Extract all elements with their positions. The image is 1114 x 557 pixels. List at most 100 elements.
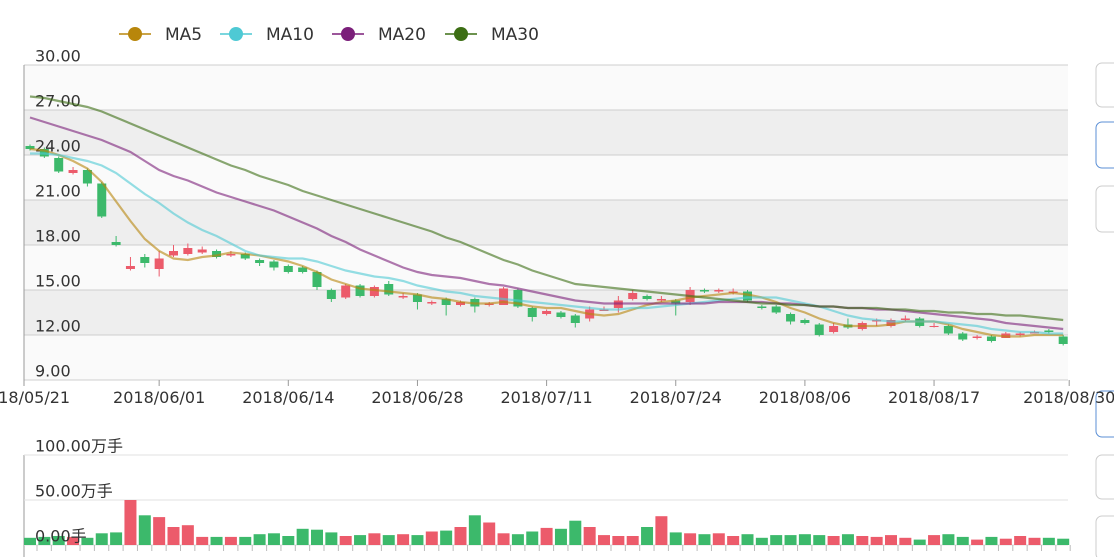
candle-body <box>642 296 652 299</box>
candle-body <box>656 299 666 301</box>
candle-body <box>82 170 92 184</box>
volume-bar <box>196 536 209 545</box>
volume-bar <box>999 538 1012 545</box>
candle-body <box>570 315 580 323</box>
legend-marker <box>229 27 243 41</box>
candle-body <box>212 251 222 257</box>
control-box[interactable] <box>1095 62 1114 108</box>
control-box[interactable] <box>1095 454 1114 500</box>
candle-body <box>671 300 681 304</box>
candle-body <box>814 324 824 335</box>
y-tick-label: 100.00万手 <box>35 437 123 456</box>
legend-item[interactable]: MA10 <box>220 25 314 45</box>
control-box[interactable] <box>1095 515 1114 557</box>
volume-bar <box>770 535 783 545</box>
candle-body <box>499 288 509 305</box>
volume-bar <box>511 534 524 545</box>
control-box[interactable] <box>1095 121 1114 169</box>
volume-bar <box>81 537 94 545</box>
volume-bar <box>655 516 668 545</box>
candle-body <box>384 284 394 295</box>
legend-item[interactable]: MA30 <box>445 25 539 45</box>
volume-bar <box>526 531 539 545</box>
volume-bar <box>497 533 510 545</box>
candle-body <box>986 336 996 341</box>
candle-body <box>786 314 796 322</box>
y-tick-label: 21.00 <box>35 182 81 201</box>
grid-band <box>24 245 1068 290</box>
candle-body <box>1044 330 1054 332</box>
candle-body <box>427 302 437 304</box>
candle-body <box>771 306 781 313</box>
volume-bar <box>641 527 654 545</box>
volume-bar <box>669 532 682 545</box>
candle-body <box>154 258 164 269</box>
y-tick-label: 9.00 <box>35 362 71 381</box>
y-tick-label: 50.00万手 <box>35 482 113 501</box>
candle-body <box>556 312 566 317</box>
legend-item[interactable]: MA20 <box>332 25 426 45</box>
volume-bar <box>813 535 826 545</box>
x-tick-label: 2018/05/21 <box>0 388 70 407</box>
candle-body <box>929 326 939 327</box>
x-tick-label: 2018/08/06 <box>759 388 851 407</box>
volume-bar <box>554 528 567 545</box>
candle-body <box>972 336 982 338</box>
control-box[interactable] <box>1095 185 1114 233</box>
volume-bar <box>368 533 381 545</box>
grid-band <box>24 335 1068 380</box>
volume-bar <box>956 536 969 545</box>
legend-item[interactable]: MA5 <box>119 25 202 45</box>
volume-bar <box>167 527 180 545</box>
candle-body <box>958 333 968 340</box>
y-tick-label: 12.00 <box>35 317 81 336</box>
control-box[interactable] <box>1095 390 1114 438</box>
volume-bar <box>684 533 697 545</box>
volume-bar <box>153 517 166 545</box>
candle-body <box>886 320 896 326</box>
volume-bar <box>382 535 395 545</box>
volume-bar <box>110 532 123 545</box>
candle-body <box>226 254 236 256</box>
candle-body <box>326 290 336 299</box>
grid-band <box>24 200 1068 245</box>
candle-body <box>240 254 250 259</box>
volume-bar <box>95 533 108 545</box>
volume-bar <box>425 531 438 545</box>
grid-band <box>24 155 1068 200</box>
volume-bar <box>741 534 754 545</box>
volume-bar <box>282 536 295 545</box>
candle-body <box>527 308 537 317</box>
candle-body <box>298 267 308 272</box>
volume-bar <box>181 525 194 545</box>
volume-bar <box>1014 536 1027 545</box>
candle-body <box>169 251 178 256</box>
legend-label: MA5 <box>165 25 202 45</box>
volume-bar <box>870 536 883 545</box>
candle-body <box>398 296 408 298</box>
volume-bar <box>483 522 496 545</box>
candle-body <box>628 293 638 299</box>
volume-bar <box>239 536 252 545</box>
volume-bar <box>210 536 223 545</box>
ma-line <box>29 147 1064 338</box>
volume-bar <box>397 534 410 545</box>
volume-bar <box>1057 538 1070 545</box>
candle-body <box>1058 336 1068 344</box>
volume-bar <box>354 535 367 545</box>
volume-bar <box>224 536 237 545</box>
volume-bar <box>1028 537 1041 545</box>
volume-bar <box>267 533 280 545</box>
volume-bar <box>1042 537 1055 545</box>
x-tick-label: 2018/06/01 <box>113 388 205 407</box>
legend-label: MA10 <box>266 25 314 45</box>
candle-body <box>800 320 810 323</box>
y-tick-label: 0.00手 <box>35 527 87 546</box>
candle-body <box>341 285 351 298</box>
volume-bar <box>138 515 151 545</box>
candle-body <box>183 248 193 254</box>
grid-band <box>24 65 1068 110</box>
candle-body <box>54 158 64 172</box>
candle-body <box>743 291 752 301</box>
candle-body <box>456 302 465 305</box>
